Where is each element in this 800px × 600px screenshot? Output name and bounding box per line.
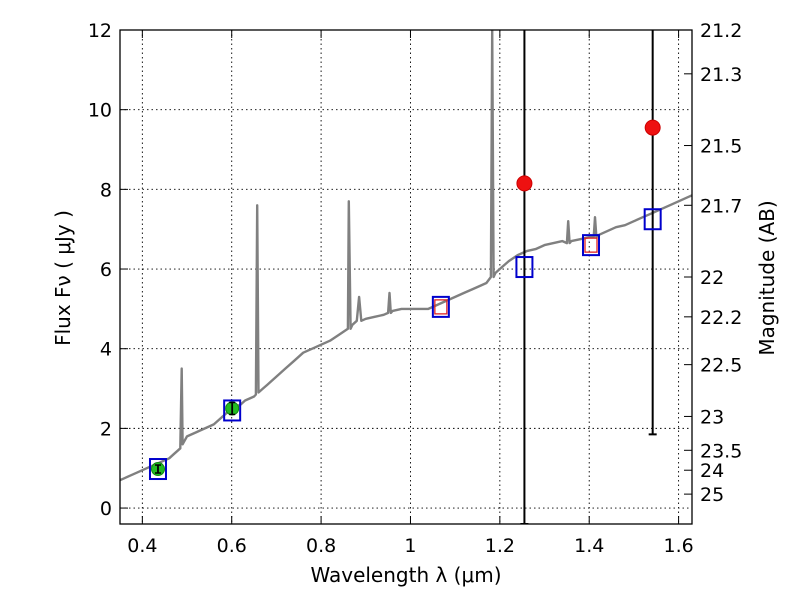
series-layer: [120, 30, 692, 524]
spectrum-line: [120, 30, 692, 482]
band-marker: [584, 237, 598, 253]
model-point: [582, 234, 601, 257]
upper-limit-point: [644, 119, 661, 136]
right-tick-label: 22.5: [700, 355, 742, 377]
y-tick-label: 10: [88, 100, 112, 122]
x-tick-label: 0.6: [217, 535, 247, 557]
series-group: [120, 30, 692, 524]
right-tick-label: 24: [700, 460, 724, 482]
right-tick-label: 21.3: [700, 64, 742, 86]
x-tick-label: 1: [404, 535, 416, 557]
right-tick-label: 21.2: [700, 20, 742, 42]
grid-layer: [120, 29, 692, 524]
right-tick-label: 22: [700, 267, 724, 289]
x-axis-title: Wavelength λ (μm): [310, 563, 501, 587]
right-tick-label: 23.5: [700, 440, 742, 462]
x-tick-label: 0.8: [306, 535, 336, 557]
upper-limit-point: [516, 175, 533, 192]
y-tick-label: 2: [100, 418, 112, 440]
right-tick-label: 23: [700, 406, 724, 428]
model-point: [148, 458, 167, 481]
x-tick-label: 1.2: [485, 535, 515, 557]
x-tick-label: 1.4: [574, 535, 604, 557]
y-tick-label: 12: [88, 20, 112, 42]
right-tick-label: 25: [700, 484, 724, 506]
y-tick-label: 0: [100, 498, 112, 520]
y-axis-title: Flux Fν ( μJy ): [51, 210, 75, 346]
right-axis-title: Magnitude (AB): [755, 200, 779, 355]
model-point: [223, 399, 242, 422]
right-tick-label: 21.7: [700, 195, 742, 217]
model-point: [431, 295, 450, 318]
y-tick-label: 4: [100, 339, 112, 361]
x-tick-label: 0.4: [127, 535, 157, 557]
right-tick-label: 22.2: [700, 307, 742, 329]
y-tick-label: 8: [100, 179, 112, 201]
model-point: [643, 208, 662, 231]
right-tick-label: 21.5: [700, 136, 742, 158]
y-tick-label: 6: [100, 259, 112, 281]
x-tick-label: 1.6: [663, 535, 693, 557]
model-point: [515, 256, 534, 279]
band-marker: [434, 299, 448, 315]
